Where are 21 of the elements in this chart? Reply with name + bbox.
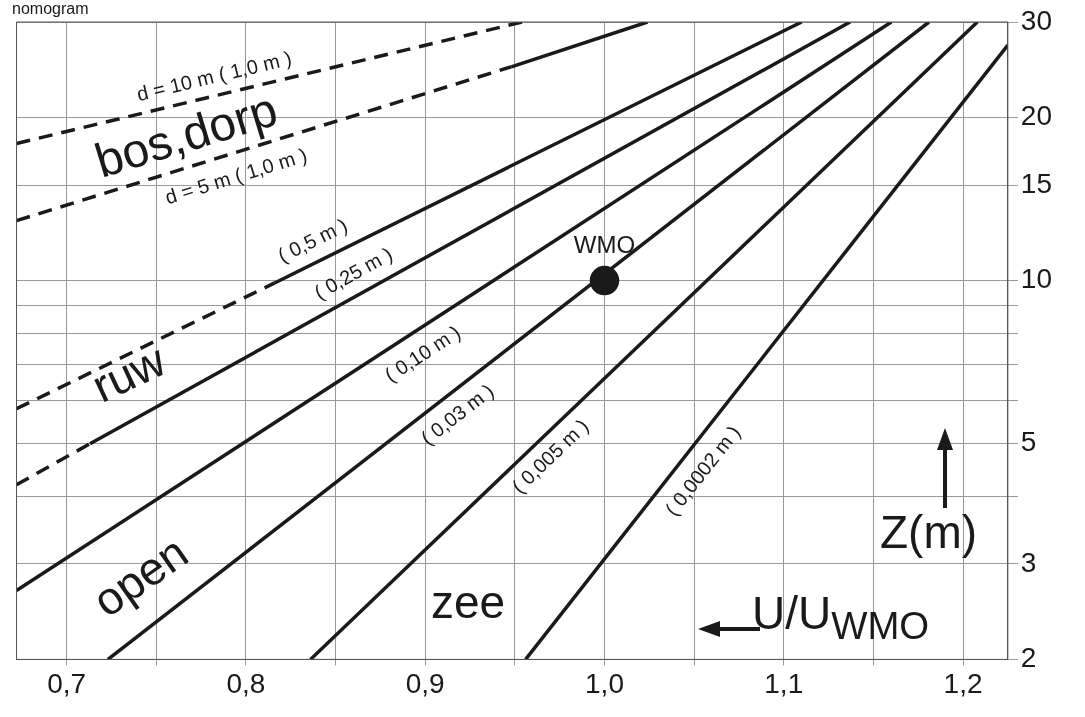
- y-tick-label: 5: [1020, 426, 1037, 458]
- y-tick-label: 15: [1020, 167, 1053, 199]
- y-tick-label: 20: [1020, 100, 1053, 132]
- x-tick-label: 0,7: [47, 667, 87, 699]
- y-tick-label: 2: [1020, 642, 1037, 674]
- chart-title: nomogram: [12, 0, 89, 18]
- y-tick-label: 30: [1020, 4, 1053, 36]
- x-tick-label: 1,1: [764, 667, 804, 699]
- y-tick-label: 3: [1020, 546, 1037, 578]
- y-axis-title: Z(m): [880, 505, 978, 559]
- x-tick-label: 1,2: [943, 667, 983, 699]
- annotation: zee: [430, 575, 506, 628]
- text: ( 0,5 m ): [274, 213, 351, 267]
- series-label: WMO: [573, 231, 636, 259]
- x-tick-label: 0,8: [226, 667, 266, 699]
- x-tick-label: 0,9: [405, 667, 445, 699]
- x-tick-label: 1,0: [585, 667, 624, 699]
- x-axis-title: U/U$_{WMO}$: [752, 586, 930, 649]
- annotation: open: [83, 525, 197, 627]
- annotation: ruw: [84, 333, 174, 413]
- y-tick-label: 10: [1020, 263, 1053, 295]
